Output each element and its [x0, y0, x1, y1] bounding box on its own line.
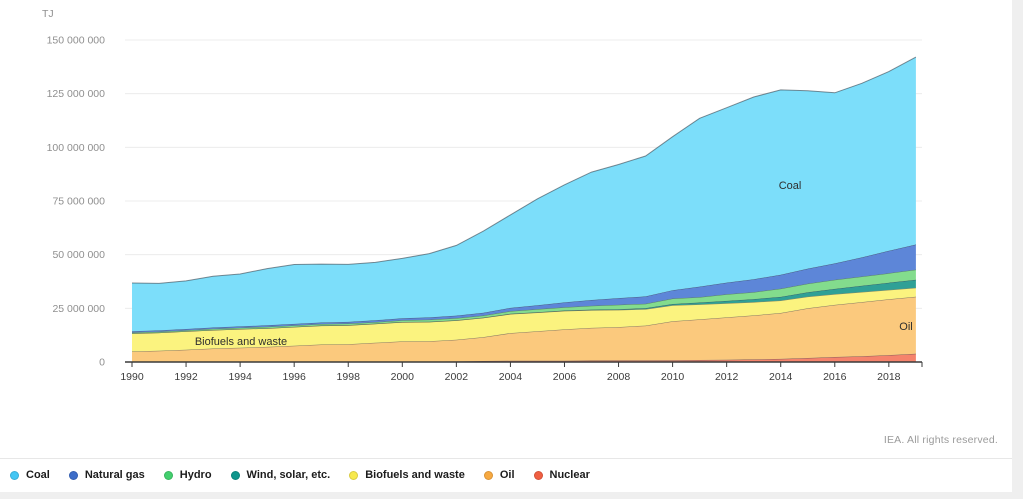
legend-label-natural-gas: Natural gas	[84, 469, 145, 481]
x-axis-tick-label: 2002	[445, 371, 469, 383]
area-label-biofuels-and-waste: Biofuels and waste	[195, 336, 287, 348]
stacked-area-chart[interactable]: 1990 1992 1994 1996 1998 2000 2002 2004 2006 2008…	[0, 0, 1012, 400]
page-bottom-strip	[0, 492, 1023, 499]
x-axis-tick-label: 1998	[337, 371, 361, 383]
legend-dot-nuclear	[533, 470, 543, 480]
x-axis-tick-label: 1994	[228, 371, 252, 383]
x-axis-tick-label: 2008	[607, 371, 631, 383]
x-axis-tick-label: 2006	[553, 371, 577, 383]
legend-item-hydro[interactable]: Hydro	[163, 469, 212, 481]
y-axis-tick-label: 150 000 000	[47, 35, 106, 47]
legend-dot-natural-gas	[68, 470, 78, 480]
chart-legend: Coal Natural gas Hydro Wind, solar, etc. Bio…	[10, 466, 590, 484]
x-axis-tick-label: 1996	[283, 371, 307, 383]
area-coal[interactable]	[132, 57, 916, 332]
y-axis-tick-label: 0	[99, 357, 105, 369]
y-axis-tick-label: 100 000 000	[47, 142, 106, 154]
legend-label-hydro: Hydro	[179, 469, 212, 481]
y-axis-tick-label: 75 000 000	[52, 196, 105, 208]
legend-item-natural-gas[interactable]: Natural gas	[68, 469, 145, 481]
legend-label-coal: Coal	[26, 469, 50, 481]
legend-divider	[0, 458, 1012, 459]
legend-item-oil[interactable]: Oil	[483, 469, 515, 481]
y-axis-unit-label: TJ	[42, 8, 54, 20]
x-axis-tick-label: 1990	[120, 371, 144, 383]
legend-label-nuclear: Nuclear	[549, 469, 590, 481]
x-axis-tick-label: 2000	[391, 371, 415, 383]
x-axis-tick-label: 2014	[769, 371, 793, 383]
attribution-text: IEA. All rights reserved.	[883, 434, 998, 446]
area-natural-gas[interactable]	[132, 244, 916, 333]
x-axis-tick-label: 1992	[174, 371, 198, 383]
area-oil[interactable]	[132, 296, 916, 362]
legend-label-wind-solar-etc: Wind, solar, etc.	[246, 469, 331, 481]
legend-label-biofuels-and-waste: Biofuels and waste	[365, 469, 465, 481]
legend-dot-coal	[10, 470, 19, 480]
x-axis-tick-label: 2012	[715, 371, 739, 383]
x-axis-tick-label: 2018	[877, 371, 901, 383]
legend-item-coal[interactable]: Coal	[10, 469, 50, 481]
legend-item-nuclear[interactable]: Nuclear	[533, 469, 590, 481]
legend-item-biofuels-and-waste[interactable]: Biofuels and waste	[349, 469, 465, 481]
x-axis-tick-label: 2010	[661, 371, 685, 383]
legend-dot-wind-solar-etc	[230, 470, 240, 480]
x-axis-tick-label: 2004	[499, 371, 523, 383]
legend-dot-hydro	[163, 470, 173, 480]
area-boundary	[131, 56, 917, 284]
y-axis-tick-label: 25 000 000	[52, 303, 105, 315]
area-label-oil: Oil	[899, 321, 912, 333]
legend-dot-biofuels-and-waste	[349, 470, 359, 480]
x-axis-tick-label: 2016	[823, 371, 847, 383]
page-right-strip	[1012, 0, 1023, 499]
y-axis-tick-label: 50 000 000	[52, 249, 105, 261]
legend-label-oil: Oil	[499, 469, 515, 481]
legend-item-wind-solar-etc[interactable]: Wind, solar, etc.	[230, 469, 331, 481]
y-axis-tick-label: 125 000 000	[47, 88, 106, 100]
chart-canvas[interactable]: 1990 1992 1994 1996 1998 2000 2002 2004 2006 2008…	[0, 0, 1012, 400]
legend-dot-oil	[483, 470, 493, 480]
area-label-coal: Coal	[779, 180, 802, 192]
